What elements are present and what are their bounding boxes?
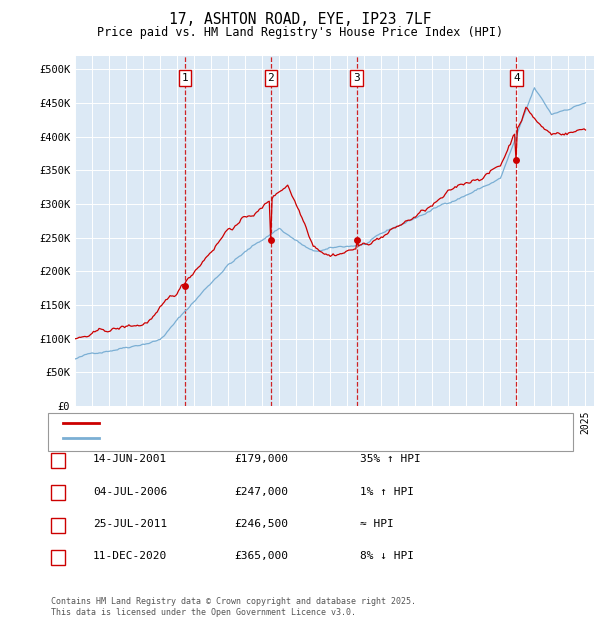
Text: HPI: Average price, detached house, Mid Suffolk: HPI: Average price, detached house, Mid … bbox=[104, 433, 398, 443]
Text: 4: 4 bbox=[513, 73, 520, 83]
Text: 14-JUN-2001: 14-JUN-2001 bbox=[93, 454, 167, 464]
Text: 17, ASHTON ROAD, EYE, IP23 7LF: 17, ASHTON ROAD, EYE, IP23 7LF bbox=[169, 12, 431, 27]
Text: 35% ↑ HPI: 35% ↑ HPI bbox=[360, 454, 421, 464]
Text: £247,000: £247,000 bbox=[234, 487, 288, 497]
Text: £365,000: £365,000 bbox=[234, 551, 288, 561]
Text: £246,500: £246,500 bbox=[234, 519, 288, 529]
Text: Contains HM Land Registry data © Crown copyright and database right 2025.
This d: Contains HM Land Registry data © Crown c… bbox=[51, 598, 416, 617]
Text: 04-JUL-2006: 04-JUL-2006 bbox=[93, 487, 167, 497]
Text: 8% ↓ HPI: 8% ↓ HPI bbox=[360, 551, 414, 561]
Text: £179,000: £179,000 bbox=[234, 454, 288, 464]
Text: 4: 4 bbox=[55, 551, 62, 561]
Text: 1: 1 bbox=[55, 454, 62, 464]
Text: 1% ↑ HPI: 1% ↑ HPI bbox=[360, 487, 414, 497]
Text: 2: 2 bbox=[55, 487, 62, 497]
Text: Price paid vs. HM Land Registry's House Price Index (HPI): Price paid vs. HM Land Registry's House … bbox=[97, 26, 503, 39]
Text: 2: 2 bbox=[268, 73, 274, 83]
Text: 11-DEC-2020: 11-DEC-2020 bbox=[93, 551, 167, 561]
Text: 3: 3 bbox=[55, 519, 62, 529]
Text: 3: 3 bbox=[353, 73, 360, 83]
Text: 25-JUL-2011: 25-JUL-2011 bbox=[93, 519, 167, 529]
Text: 17, ASHTON ROAD, EYE, IP23 7LF (detached house): 17, ASHTON ROAD, EYE, IP23 7LF (detached… bbox=[104, 418, 398, 428]
Text: ≈ HPI: ≈ HPI bbox=[360, 519, 394, 529]
Text: 1: 1 bbox=[181, 73, 188, 83]
